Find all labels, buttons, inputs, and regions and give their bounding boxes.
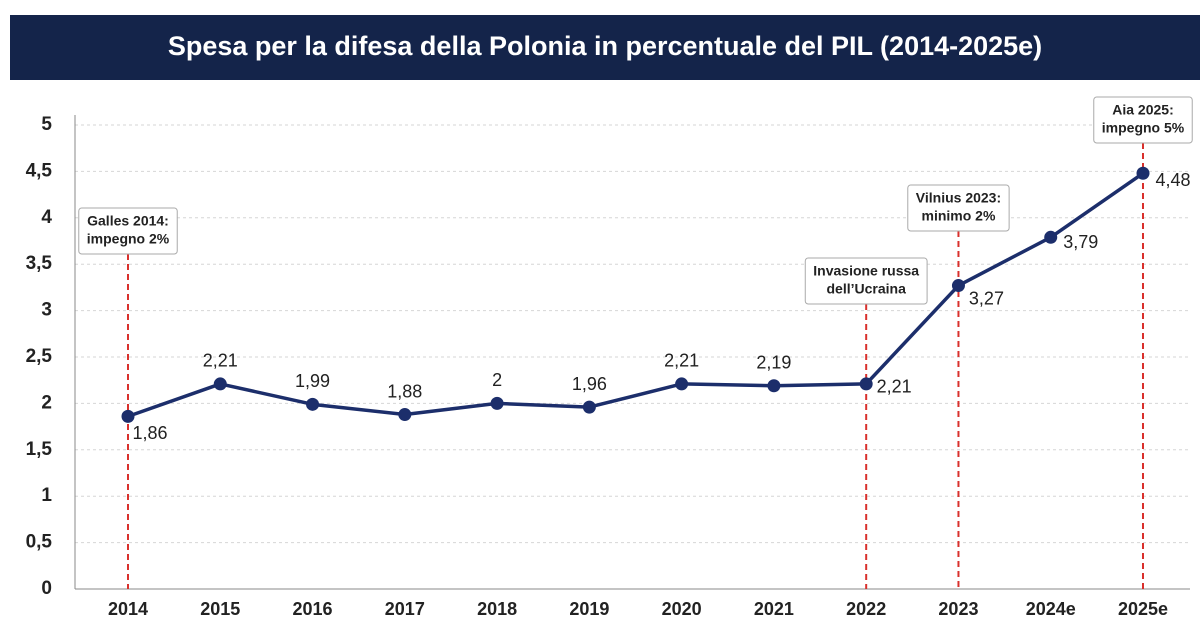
x-tick-label: 2019 (569, 599, 609, 619)
x-tick-label: 2017 (385, 599, 425, 619)
data-label: 1,86 (132, 423, 167, 443)
annotation-box (804, 257, 928, 305)
data-point (1044, 230, 1058, 244)
data-point (951, 279, 965, 293)
x-tick-label: 2015 (200, 599, 240, 619)
data-point (213, 377, 227, 391)
data-label: 2 (492, 370, 502, 390)
data-point (859, 377, 873, 391)
data-point (1136, 166, 1150, 180)
annotation-box (78, 207, 178, 255)
data-point (490, 396, 504, 410)
data-point (398, 408, 412, 422)
title-bar (10, 15, 1200, 80)
data-label: 2,21 (664, 351, 699, 371)
data-point (582, 400, 596, 414)
annotation-text: minimo 2% (922, 208, 996, 224)
data-point (121, 409, 135, 423)
y-tick-label: 5 (41, 114, 52, 135)
data-label: 2,21 (203, 351, 238, 371)
y-tick-label: 2 (41, 392, 52, 413)
data-point (767, 379, 781, 393)
x-tick-label: 2014 (108, 599, 148, 619)
annotation-box (907, 184, 1010, 232)
data-label: 3,27 (969, 288, 1004, 308)
y-tick-label: 3 (41, 300, 52, 321)
data-label: 2,21 (877, 377, 912, 397)
annotation-text: dell’Ucraina (826, 281, 906, 297)
y-tick-label: 0 (41, 578, 52, 599)
annotation-box (1093, 96, 1193, 144)
x-tick-label: 2021 (754, 599, 794, 619)
x-tick-label: 2016 (293, 599, 333, 619)
annotation-text: Aia 2025: (1112, 102, 1173, 118)
data-label: 4,48 (1155, 170, 1190, 190)
y-tick-label: 4,5 (26, 160, 53, 181)
x-tick-label: 2018 (477, 599, 517, 619)
annotation: Invasione russa dell’Ucraina (804, 257, 928, 589)
data-label: 2,19 (756, 353, 791, 373)
y-tick-label: 3,5 (26, 253, 53, 274)
y-tick-label: 4 (41, 207, 52, 228)
x-tick-label: 2023 (938, 599, 978, 619)
x-tick-label: 2022 (846, 599, 886, 619)
data-label: 1,96 (572, 374, 607, 394)
annotation: Vilnius 2023: minimo 2% (907, 184, 1010, 589)
data-label: 1,88 (387, 381, 422, 401)
annotation-text: Vilnius 2023: (916, 190, 1001, 206)
chart-title: Spesa per la difesa della Polonia in per… (168, 31, 1042, 61)
data-point (306, 397, 320, 411)
data-label: 3,79 (1063, 232, 1098, 252)
data-label: 1,99 (295, 371, 330, 391)
y-tick-label: 2,5 (26, 346, 53, 367)
x-tick-label: 2020 (662, 599, 702, 619)
y-tick-label: 0,5 (26, 532, 53, 553)
annotation-text: impegno 2% (87, 231, 170, 247)
data-point (675, 377, 689, 391)
annotation: Aia 2025: impegno 5% (1093, 96, 1193, 589)
y-tick-label: 1 (41, 485, 52, 506)
x-tick-label: 2024e (1026, 599, 1076, 619)
y-tick-label: 1,5 (26, 439, 53, 460)
annotation: Galles 2014: impegno 2% (78, 207, 178, 589)
annotation-text: impegno 5% (1102, 120, 1185, 136)
annotation-text: Invasione russa (813, 263, 919, 279)
series-line (127, 171, 1144, 419)
x-tick-label: 2025e (1118, 599, 1168, 619)
annotation-text: Galles 2014: (87, 213, 169, 229)
